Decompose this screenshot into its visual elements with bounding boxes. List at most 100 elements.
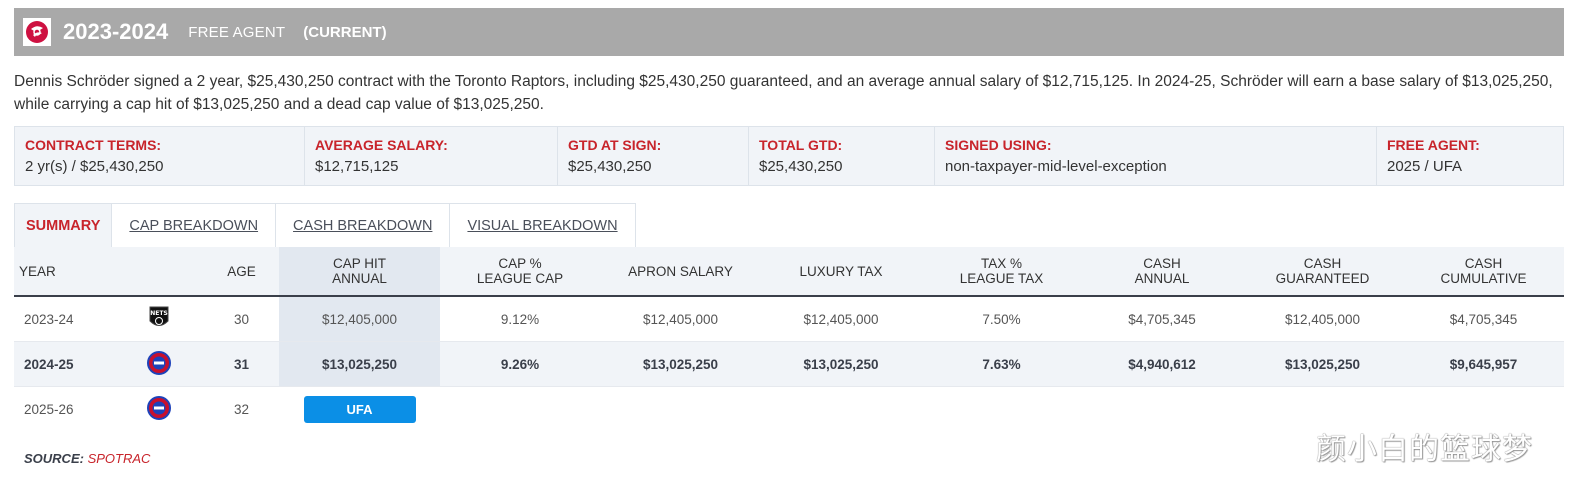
- cell-apron: $12,405,000: [600, 296, 761, 342]
- cell-cash-cumulative: $4,705,345: [1403, 296, 1564, 342]
- cell-age: 32: [204, 386, 279, 431]
- cell-cap-hit: UFA: [279, 386, 440, 431]
- cell-apron: $13,025,250: [600, 341, 761, 387]
- cell-cap-hit: $12,405,000: [279, 296, 440, 342]
- cell-team: NETS: [114, 296, 204, 342]
- table-row: 2023-24 NETS 30 $12,405,000 9.12% $12,40…: [14, 296, 1564, 342]
- term-label: AVERAGE SALARY:: [315, 137, 448, 153]
- source-note: SOURCE: SPOTRAC: [24, 451, 150, 466]
- term-signed-using: SIGNED USING: non-taxpayer-mid-level-exc…: [935, 127, 1377, 185]
- cell-empty: [600, 386, 761, 431]
- cell-empty: [921, 386, 1082, 431]
- cell-empty: [761, 386, 921, 431]
- header-year: YEAR: [14, 247, 114, 297]
- term-value: $25,430,250: [759, 158, 843, 175]
- cell-luxury-tax: $13,025,250: [761, 341, 921, 387]
- breakdown-tabs: SUMMARY CAP BREAKDOWN CASH BREAKDOWN VIS…: [14, 203, 636, 248]
- ufa-badge: UFA: [303, 395, 416, 423]
- header-line: CAP HIT: [332, 256, 386, 271]
- season-title: 2023-2024: [63, 19, 169, 44]
- term-value: 2025 / UFA: [1387, 158, 1463, 175]
- cell-tax-pct: 7.63%: [921, 341, 1082, 387]
- contract-description: Dennis Schröder signed a 2 year, $25,430…: [14, 73, 1553, 113]
- tab-cap-breakdown[interactable]: CAP BREAKDOWN: [112, 204, 277, 248]
- table-row: 2025-26 32 UFA: [14, 386, 1564, 431]
- header-line: ANNUAL: [332, 271, 387, 286]
- header-line: CASH: [1143, 256, 1181, 271]
- header-line: CASH: [1464, 256, 1503, 271]
- cell-cap-pct: 9.12%: [440, 296, 600, 342]
- season-header: 2023-2024 FREE AGENT (CURRENT): [14, 8, 1564, 56]
- table-header-row: YEAR AGE CAP HIT ANNUAL CAP % LEAGUE CAP A…: [14, 247, 1564, 297]
- term-value: $12,715,125: [315, 158, 399, 175]
- svg-text:NETS: NETS: [150, 310, 168, 317]
- cell-cash-cumulative: $9,645,957: [1403, 341, 1564, 387]
- term-value: non-taxpayer-mid-level-exception: [945, 158, 1167, 175]
- term-label: GTD AT SIGN:: [568, 137, 662, 153]
- header-apron: APRON SALARY: [600, 247, 761, 297]
- term-average-salary: AVERAGE SALARY: $12,715,125: [305, 127, 558, 185]
- header-line: LEAGUE TAX: [959, 271, 1044, 286]
- cell-empty: [1403, 386, 1564, 431]
- term-value: $25,430,250: [568, 158, 652, 175]
- current-badge: (CURRENT): [303, 23, 387, 41]
- cell-tax-pct: 7.50%: [921, 296, 1082, 342]
- status-label: FREE AGENT: [188, 23, 286, 41]
- source-label: SOURCE:: [24, 451, 84, 466]
- header-cash-cumulative: CASH CUMULATIVE: [1403, 247, 1564, 297]
- header-team: [114, 247, 204, 297]
- cell-age: 30: [204, 296, 279, 342]
- cell-empty: [1242, 386, 1403, 431]
- cell-cash-annual: $4,940,612: [1082, 341, 1242, 387]
- term-gtd-at-sign: GTD AT SIGN: $25,430,250: [558, 127, 749, 185]
- source-link[interactable]: SPOTRAC: [87, 451, 151, 466]
- header-line: CAP %: [498, 256, 542, 271]
- tab-cash-breakdown[interactable]: CASH BREAKDOWN: [276, 204, 451, 248]
- tab-visual-breakdown[interactable]: VISUAL BREAKDOWN: [450, 204, 635, 248]
- raptors-logo-icon: [23, 18, 51, 46]
- nets-logo-icon: NETS: [147, 305, 171, 334]
- header-line: ANNUAL: [1134, 271, 1190, 286]
- term-contract: CONTRACT TERMS: 2 yr(s) / $25,430,250: [15, 127, 305, 185]
- term-label: FREE AGENT:: [1387, 137, 1480, 153]
- cell-luxury-tax: $12,405,000: [761, 296, 921, 342]
- cell-team: [114, 386, 204, 431]
- term-total-gtd: TOTAL GTD: $25,430,250: [749, 127, 935, 185]
- cell-cap-pct: 9.26%: [440, 341, 600, 387]
- term-label: TOTAL GTD:: [759, 137, 843, 153]
- pistons-logo-icon: [147, 395, 171, 423]
- header-cap-pct: CAP % LEAGUE CAP: [440, 247, 600, 297]
- cell-year: 2025-26: [14, 386, 114, 431]
- table-row: 2024-25 31 $13,025,250 9.26% $13,025,250…: [14, 341, 1564, 387]
- tab-summary[interactable]: SUMMARY: [15, 204, 113, 248]
- cell-cash-guaranteed: $12,405,000: [1242, 296, 1403, 342]
- term-free-agent: FREE AGENT: 2025 / UFA: [1377, 127, 1563, 185]
- cell-empty: [440, 386, 600, 431]
- header-line: GUARANTEED: [1275, 271, 1370, 286]
- cell-cash-guaranteed: $13,025,250: [1242, 341, 1403, 387]
- term-label: SIGNED USING:: [945, 137, 1052, 153]
- header-age: AGE: [204, 247, 279, 297]
- term-value: 2 yr(s) / $25,430,250: [25, 158, 164, 175]
- header-cap-hit: CAP HIT ANNUAL: [279, 247, 440, 297]
- contract-table: YEAR AGE CAP HIT ANNUAL CAP % LEAGUE CAP A…: [14, 247, 1564, 431]
- header-cash-annual: CASH ANNUAL: [1082, 247, 1242, 297]
- header-line: TAX %: [980, 256, 1022, 271]
- contract-terms: CONTRACT TERMS: 2 yr(s) / $25,430,250 AV…: [14, 126, 1564, 186]
- term-label: CONTRACT TERMS:: [25, 137, 162, 153]
- cell-year: 2024-25: [14, 341, 114, 387]
- pistons-logo-icon: [147, 350, 171, 378]
- cell-cap-hit: $13,025,250: [279, 341, 440, 387]
- header-cash-guaranteed: CASH GUARANTEED: [1242, 247, 1403, 297]
- watermark: 颜小白的篮球梦: [1316, 432, 1533, 467]
- header-tax-pct: TAX % LEAGUE TAX: [921, 247, 1082, 297]
- header-line: CASH: [1303, 256, 1342, 271]
- header-line: CUMULATIVE: [1440, 271, 1527, 286]
- cell-age: 31: [204, 341, 279, 387]
- cell-year: 2023-24: [14, 296, 114, 342]
- cell-team: [114, 341, 204, 387]
- cell-cash-annual: $4,705,345: [1082, 296, 1242, 342]
- cell-empty: [1082, 386, 1242, 431]
- header-line: LEAGUE CAP: [476, 271, 564, 286]
- header-luxury-tax: LUXURY TAX: [761, 247, 921, 297]
